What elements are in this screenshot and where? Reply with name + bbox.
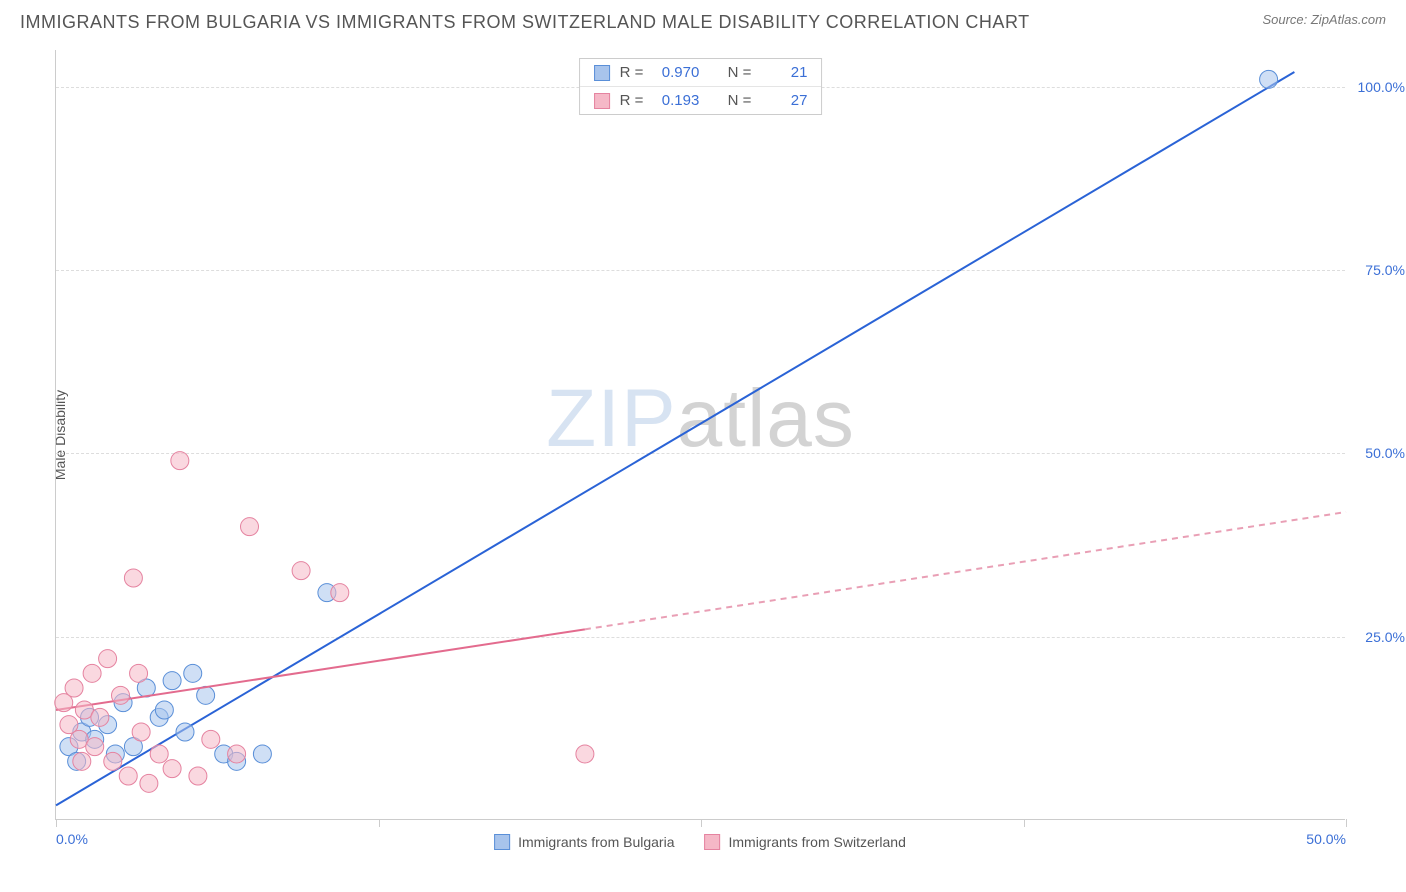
scatter-point-bulgaria [155,701,173,719]
scatter-point-bulgaria [163,672,181,690]
stats-legend-box: R = 0.970 N = 21 R = 0.193 N = 27 [579,58,823,115]
swatch-bulgaria [594,65,610,81]
scatter-point-switzerland [65,679,83,697]
legend-swatch-switzerland [705,834,721,850]
legend-item-bulgaria: Immigrants from Bulgaria [494,834,674,850]
x-tick [1024,819,1025,827]
scatter-point-switzerland [140,774,158,792]
scatter-point-switzerland [91,708,109,726]
scatter-point-switzerland [132,723,150,741]
legend-label-bulgaria: Immigrants from Bulgaria [518,834,674,850]
scatter-point-switzerland [150,745,168,763]
stats-r-label: R = [620,92,644,109]
y-tick-label: 25.0% [1365,629,1405,645]
scatter-point-switzerland [119,767,137,785]
page-title: IMMIGRANTS FROM BULGARIA VS IMMIGRANTS F… [20,12,1030,33]
scatter-point-bulgaria [184,664,202,682]
x-tick-label: 0.0% [56,831,88,847]
legend-label-switzerland: Immigrants from Switzerland [729,834,906,850]
scatter-point-switzerland [189,767,207,785]
regression-line-bulgaria [56,72,1294,805]
y-tick-label: 50.0% [1365,445,1405,461]
x-tick [56,819,57,827]
stats-n-label: N = [728,64,752,81]
scatter-point-switzerland [99,650,117,668]
x-tick [1346,819,1347,827]
scatter-point-bulgaria [253,745,271,763]
y-tick-label: 75.0% [1365,262,1405,278]
scatter-point-switzerland [104,752,122,770]
legend-item-switzerland: Immigrants from Switzerland [705,834,906,850]
stats-r-value: 0.970 [653,64,699,81]
source-name: ZipAtlas.com [1311,12,1386,27]
scatter-point-switzerland [163,760,181,778]
source-label: Source: ZipAtlas.com [1262,12,1386,27]
scatter-point-switzerland [130,664,148,682]
series-legend: Immigrants from Bulgaria Immigrants from … [494,834,906,850]
scatter-point-switzerland [576,745,594,763]
scatter-svg [56,50,1346,820]
scatter-point-switzerland [83,664,101,682]
scatter-point-switzerland [331,584,349,602]
stats-r-value: 0.193 [653,92,699,109]
scatter-point-switzerland [241,518,259,536]
scatter-point-switzerland [292,562,310,580]
stats-n-value: 21 [761,64,807,81]
y-tick-label: 100.0% [1358,79,1405,95]
scatter-point-switzerland [86,738,104,756]
scatter-point-switzerland [73,752,91,770]
regression-line-switzerland [585,512,1346,629]
scatter-point-switzerland [112,686,130,704]
scatter-point-switzerland [228,745,246,763]
stats-n-value: 27 [761,92,807,109]
swatch-switzerland [594,93,610,109]
source-prefix: Source: [1262,12,1310,27]
stats-row-bulgaria: R = 0.970 N = 21 [580,59,822,86]
scatter-point-bulgaria [1260,70,1278,88]
legend-swatch-bulgaria [494,834,510,850]
correlation-chart: Male Disability ZIPatlas 25.0%50.0%75.0%… [55,50,1345,820]
scatter-point-bulgaria [176,723,194,741]
x-tick [379,819,380,827]
scatter-point-switzerland [171,452,189,470]
stats-n-label: N = [728,92,752,109]
plot-region: ZIPatlas 25.0%50.0%75.0%100.0% R =0.970 … [55,50,1345,820]
scatter-point-switzerland [202,730,220,748]
x-tick [701,819,702,827]
stats-r-label: R = [620,64,644,81]
scatter-point-switzerland [124,569,142,587]
x-tick-label: 50.0% [1306,831,1346,847]
stats-row-switzerland: R = 0.193 N = 27 [580,86,822,114]
